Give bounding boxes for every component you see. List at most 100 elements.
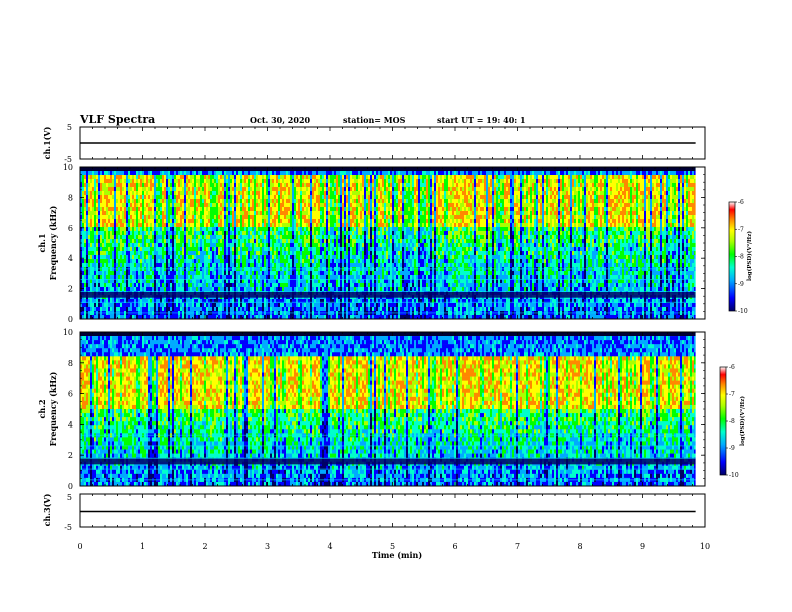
spectrogram-cell xyxy=(126,275,129,280)
spectrogram-cell xyxy=(158,215,161,220)
spectrogram-cell xyxy=(82,183,85,188)
spectrogram-cell xyxy=(246,179,249,184)
spectrogram-cell xyxy=(302,175,305,180)
spectrogram-cell xyxy=(162,243,165,248)
spectrogram-cell xyxy=(312,247,315,252)
spectrogram-cell xyxy=(108,287,111,292)
spectrogram-cell xyxy=(200,227,203,232)
spectrogram-cell xyxy=(272,219,275,224)
spectrogram-cell xyxy=(238,195,241,200)
spectrogram-cell xyxy=(204,175,207,180)
spectrogram-cell xyxy=(318,251,321,256)
spectrogram-cell xyxy=(96,203,99,208)
spectrogram-cell xyxy=(326,303,329,308)
spectrogram-cell xyxy=(302,243,305,248)
spectrogram-cell xyxy=(214,251,217,256)
spectrogram-cell xyxy=(254,231,257,236)
spectrogram-cell xyxy=(334,271,337,276)
spectrogram-cell xyxy=(198,279,201,284)
spectrogram-cell xyxy=(88,239,91,244)
spectrogram-cell xyxy=(278,171,281,176)
spectrogram-cell xyxy=(212,275,215,280)
spectrogram-cell xyxy=(300,211,303,216)
spectrogram-cell xyxy=(296,259,299,264)
spectrogram-cell xyxy=(236,183,239,188)
spectrogram-cell xyxy=(140,255,143,260)
spectrogram-cell xyxy=(214,183,217,188)
spectrogram-cell xyxy=(294,283,297,288)
spectrogram-cell xyxy=(112,251,115,256)
spectrogram-cell xyxy=(328,175,331,180)
spectrogram-cell xyxy=(316,223,319,228)
spectrogram-cell xyxy=(332,171,335,176)
spectrogram-cell xyxy=(298,239,301,244)
spectrogram-cell xyxy=(202,215,205,220)
spectrogram-cell xyxy=(122,179,125,184)
spectrogram-cell xyxy=(294,259,297,264)
spectrogram-cell xyxy=(232,307,235,312)
spectrogram-cell xyxy=(318,179,321,184)
spectrogram-cell xyxy=(192,219,195,224)
spectrogram-cell xyxy=(170,203,173,208)
spectrogram-cell xyxy=(296,303,299,308)
spectrogram-cell xyxy=(272,207,275,212)
spectrogram-cell xyxy=(96,247,99,252)
spectrogram-cell xyxy=(260,215,263,220)
spectrogram-cell xyxy=(302,287,305,292)
spectrogram-cell xyxy=(182,315,185,319)
spectrogram-cell xyxy=(162,263,165,268)
spectrogram-cell xyxy=(156,223,159,228)
ch1-ytick-top: 5 xyxy=(67,123,72,132)
spectrogram-cell xyxy=(228,279,231,284)
spectrogram-cell xyxy=(308,315,311,319)
spectrogram-cell xyxy=(210,275,213,280)
spectrogram-cell xyxy=(220,203,223,208)
spectrogram-cell xyxy=(284,183,287,188)
spectrogram-cell xyxy=(86,235,89,240)
spectrogram-cell xyxy=(98,299,101,304)
spectrogram-cell xyxy=(310,259,313,264)
spectrogram-cell xyxy=(106,187,109,192)
spectrogram-cell xyxy=(122,187,125,192)
spectrogram-cell xyxy=(156,299,159,304)
spectrogram-cell xyxy=(202,183,205,188)
spectrogram-cell xyxy=(268,259,271,264)
spectrogram-cell xyxy=(204,263,207,268)
spectrogram-cell xyxy=(140,231,143,236)
spectrogram-cell xyxy=(96,271,99,276)
spectrogram-cell xyxy=(112,315,115,319)
spectrogram-cell xyxy=(130,191,133,196)
spectrogram-cell xyxy=(186,227,189,232)
spectrogram-cell xyxy=(312,183,315,188)
spectrogram-cell xyxy=(184,243,187,248)
spectrogram-cell xyxy=(316,275,319,280)
spectrogram-cell xyxy=(288,199,291,204)
spectrogram-cell xyxy=(240,187,243,192)
spectrogram-cell xyxy=(296,283,299,288)
spectrogram-cell xyxy=(238,303,241,308)
spectrogram-cell xyxy=(304,183,307,188)
spectrogram-cell xyxy=(168,219,171,224)
spectrogram-cell xyxy=(258,195,261,200)
spectrogram-cell xyxy=(104,227,107,232)
spectrogram-cell xyxy=(82,239,85,244)
spectrogram-cell xyxy=(256,231,259,236)
spectrogram-cell xyxy=(178,307,181,312)
spectrogram-cell xyxy=(144,239,147,244)
spectrogram-cell xyxy=(194,255,197,260)
spectrogram-cell xyxy=(278,271,281,276)
spectrogram-cell xyxy=(328,231,331,236)
spectrogram-cell xyxy=(190,263,193,268)
spectrogram-cell xyxy=(220,175,223,180)
spectrogram-cell xyxy=(282,275,285,280)
spectrogram-cell xyxy=(250,287,253,292)
spectrogram-cell xyxy=(314,247,317,252)
spectrogram-cell xyxy=(180,175,183,180)
spectrogram-cell xyxy=(118,199,121,204)
spectrogram-cell xyxy=(216,211,219,216)
spectrogram-cell xyxy=(174,243,177,248)
spectrogram-cell xyxy=(290,195,293,200)
spectrogram-cell xyxy=(290,211,293,216)
spectrogram-cell xyxy=(208,199,211,204)
